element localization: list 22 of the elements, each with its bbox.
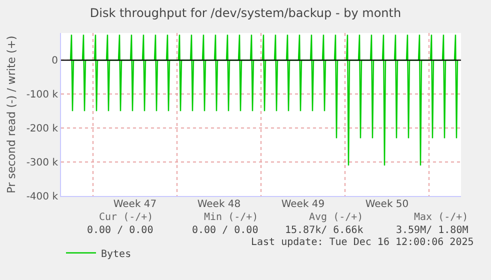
- text: 15.87k/ 6.66k: [285, 225, 364, 236]
- y-tick-label: 0: [52, 56, 58, 67]
- chart-title: Disk throughput for /dev/system/backup - by month: [90, 6, 402, 20]
- line-series: [70, 34, 458, 166]
- legend-label: Bytes: [101, 248, 132, 260]
- text: 0.00 / 0.00: [192, 225, 258, 236]
- text: Min (-/+): [204, 212, 258, 223]
- x-tick-label: Week 48: [197, 199, 241, 210]
- text: 3.59M/ 1.80M: [396, 225, 468, 236]
- y-tick-label: -300 k: [26, 158, 58, 169]
- text: Avg (-/+): [309, 212, 364, 223]
- text: Last update: Tue Dec 16 12:00:06 2025: [251, 237, 474, 248]
- text: Cur (-/+): [99, 212, 154, 223]
- x-tick-label: Week 49: [281, 199, 325, 210]
- y-tick-label: -400 k: [26, 192, 58, 202]
- y-tick-label: -200 k: [26, 124, 58, 135]
- text: Max (-/+): [414, 212, 468, 223]
- x-tick-label: Week 50: [365, 199, 409, 210]
- text: 0.00 / 0.00: [87, 225, 154, 236]
- y-axis-title: Pr second read (-) / write (+): [4, 36, 18, 194]
- x-tick-label: Week 47: [113, 199, 157, 210]
- y-tick-label: -100 k: [26, 90, 58, 101]
